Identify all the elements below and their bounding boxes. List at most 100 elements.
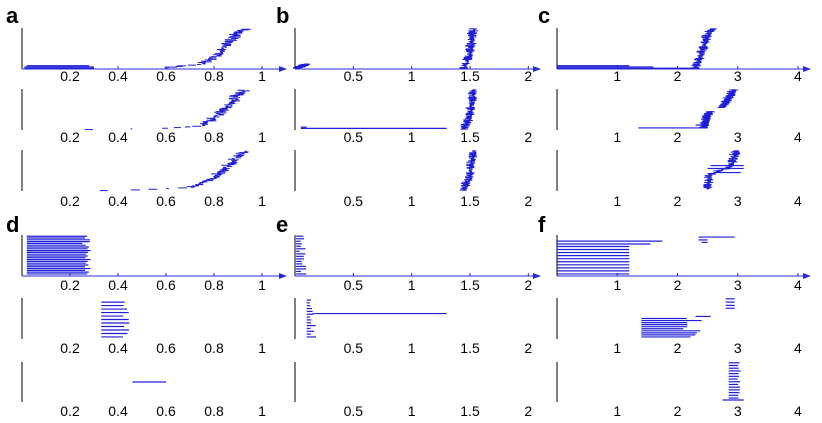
x-tick-label: 1 xyxy=(258,193,266,209)
x-tick-label: 2 xyxy=(674,193,682,209)
x-tick-label: 0.5 xyxy=(344,340,364,356)
x-tick-label: 0.2 xyxy=(60,193,80,209)
x-tick-label: 1 xyxy=(613,129,621,145)
x-tick-label: 0.6 xyxy=(156,68,176,84)
x-tick-label: 0.4 xyxy=(108,68,128,84)
x-tick-label: 2 xyxy=(524,340,532,356)
chart-panels: 0.2 0.4 0.6 0.8 10.2 0.4 0.6 0.8 10.2 0.4 0.6 0.8 10… xyxy=(21,28,811,419)
x-tick-label: 0.4 xyxy=(108,340,128,356)
x-tick-label: 0.6 xyxy=(156,277,176,293)
x-tick-label: 0.2 xyxy=(60,129,80,145)
subplot-b-2: 0.5 1 1.5 2 xyxy=(294,89,532,145)
x-tick-label: 1 xyxy=(408,193,416,209)
x-tick-label: 1 xyxy=(258,129,266,145)
subplot-c-3: 1 2 3 4 xyxy=(556,150,802,209)
x-tick-label: 1 xyxy=(408,403,416,419)
x-tick-label: 1 xyxy=(613,340,621,356)
x-tick-label: 0.6 xyxy=(156,193,176,209)
subplot-f-1: 1 2 3 4 xyxy=(556,235,811,293)
x-tick-label: 1.5 xyxy=(460,68,480,84)
panel-letter-c: c xyxy=(538,3,550,28)
subplot-a-2: 0.2 0.4 0.6 0.8 1 xyxy=(21,89,266,145)
x-tick-label: 1.5 xyxy=(460,193,480,209)
x-tick-label: 0.5 xyxy=(344,129,364,145)
x-tick-label: 2 xyxy=(674,129,682,145)
subplot-f-3: 1 2 3 4 xyxy=(556,362,802,419)
subplot-a-1: 0.2 0.4 0.6 0.8 1 xyxy=(21,28,287,84)
panel-b: 0.5 1 1.5 2 0.5 1 1.5 2 0.5 1 1.5 2 xyxy=(292,28,541,209)
panel-a: 0.2 0.4 0.6 0.8 1 0.2 0.4 0.6 0.8 1 0.2 0.4 0.6 0.8 1 xyxy=(21,28,287,209)
x-tick-label: 1 xyxy=(408,340,416,356)
x-tick-label: 2 xyxy=(524,193,532,209)
x-tick-label: 0.5 xyxy=(344,277,364,293)
x-tick-label: 0.2 xyxy=(60,277,80,293)
x-tick-label: 3 xyxy=(734,193,742,209)
x-tick-label: 1 xyxy=(408,68,416,84)
x-tick-label: 2 xyxy=(674,277,682,293)
panel-letter-a: a xyxy=(6,3,19,28)
panel-letter-e: e xyxy=(276,212,288,237)
x-tick-label: 3 xyxy=(734,277,742,293)
x-tick-label: 1.5 xyxy=(460,403,480,419)
panel-e: 0.5 1 1.5 2 0.5 1 1.5 2 0.5 1 1.5 2 xyxy=(294,235,541,419)
panel-c: 1 2 3 4 1 2 3 4 1 2 3 4 xyxy=(556,28,811,209)
subplot-e-2: 0.5 1 1.5 2 xyxy=(294,298,532,356)
x-tick-label: 2 xyxy=(674,403,682,419)
x-tick-label: 2 xyxy=(674,340,682,356)
x-tick-label: 0.6 xyxy=(156,340,176,356)
subplot-d-1: 0.2 0.4 0.6 0.8 1 xyxy=(21,235,287,293)
x-tick-label: 0.4 xyxy=(108,403,128,419)
subplot-c-1: 1 2 3 4 xyxy=(556,28,811,84)
x-tick-label: 0.8 xyxy=(204,193,224,209)
x-tick-label: 4 xyxy=(794,129,802,145)
subplot-f-2: 1 2 3 4 xyxy=(556,298,802,356)
x-tick-label: 0.2 xyxy=(60,403,80,419)
subplot-e-3: 0.5 1 1.5 2 xyxy=(294,362,532,419)
subplot-b-1: 0.5 1 1.5 2 xyxy=(292,28,541,84)
x-tick-label: 0.4 xyxy=(108,277,128,293)
x-tick-label: 4 xyxy=(794,277,802,293)
panel-letter-f: f xyxy=(538,212,546,237)
x-tick-label: 0.2 xyxy=(60,340,80,356)
x-tick-label: 1 xyxy=(613,277,621,293)
x-tick-label: 4 xyxy=(794,193,802,209)
subplot-d-3: 0.2 0.4 0.6 0.8 1 xyxy=(21,362,266,419)
x-tick-label: 0.8 xyxy=(204,68,224,84)
x-tick-label: 0.5 xyxy=(344,193,364,209)
x-tick-label: 0.8 xyxy=(204,277,224,293)
x-tick-label: 1.5 xyxy=(460,340,480,356)
x-tick-label: 3 xyxy=(734,68,742,84)
x-tick-label: 1 xyxy=(258,277,266,293)
panel-d: 0.2 0.4 0.6 0.8 1 0.2 0.4 0.6 0.8 1 0.2 0.4 0.6 0.8 1 xyxy=(21,235,287,419)
x-tick-label: 0.4 xyxy=(108,193,128,209)
x-tick-label: 1 xyxy=(408,277,416,293)
x-tick-label: 0.8 xyxy=(204,340,224,356)
x-tick-label: 2 xyxy=(524,403,532,419)
x-tick-label: 0.4 xyxy=(108,129,128,145)
x-tick-label: 0.8 xyxy=(204,129,224,145)
panel-letter-d: d xyxy=(6,212,19,237)
x-tick-label: 2 xyxy=(524,68,532,84)
x-tick-label: 0.6 xyxy=(156,403,176,419)
x-tick-label: 4 xyxy=(794,340,802,356)
x-tick-label: 1 xyxy=(613,193,621,209)
x-tick-label: 1 xyxy=(258,340,266,356)
x-tick-label: 3 xyxy=(734,340,742,356)
x-tick-label: 3 xyxy=(734,129,742,145)
subplot-d-2: 0.2 0.4 0.6 0.8 1 xyxy=(21,298,266,356)
x-tick-label: 0.2 xyxy=(60,68,80,84)
x-tick-label: 0.8 xyxy=(204,403,224,419)
subplot-a-3: 0.2 0.4 0.6 0.8 1 xyxy=(21,150,266,209)
panel-letter-b: b xyxy=(276,3,289,28)
x-tick-label: 1.5 xyxy=(460,277,480,293)
x-tick-label: 1 xyxy=(613,68,621,84)
x-tick-label: 1 xyxy=(258,403,266,419)
x-tick-label: 1.5 xyxy=(460,129,480,145)
x-tick-label: 1 xyxy=(408,129,416,145)
x-tick-label: 0.5 xyxy=(344,68,364,84)
x-tick-label: 4 xyxy=(794,403,802,419)
x-tick-label: 4 xyxy=(794,68,802,84)
x-tick-label: 0.5 xyxy=(344,403,364,419)
x-tick-label: 2 xyxy=(674,68,682,84)
